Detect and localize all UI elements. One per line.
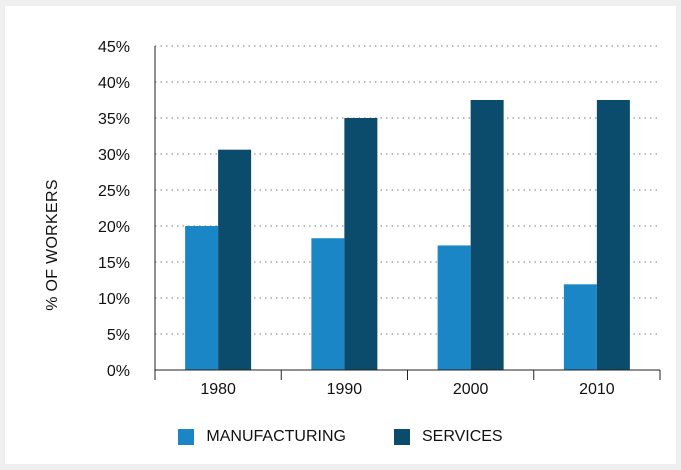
x-axis: 1980 1990 2000 2010 — [154, 369, 661, 398]
y-axis-ticks: 0% 5% 10% 15% 20% 25% 30% 35% 40% 45% — [98, 39, 130, 380]
bar-services-2010 — [596, 100, 630, 370]
chart-frame — [5, 6, 676, 464]
legend-label-manufacturing: MANUFACTURING — [206, 428, 346, 445]
bar-manufacturing-2000 — [437, 245, 471, 370]
y-tick-label: 30% — [98, 147, 130, 164]
y-tick-label: 25% — [98, 183, 130, 200]
bar-manufacturing-1990 — [311, 238, 345, 370]
x-tick-label: 2000 — [453, 381, 489, 398]
y-tick-label: 5% — [107, 327, 130, 344]
legend-label-services: SERVICES — [421, 428, 503, 445]
y-tick-label: 10% — [98, 291, 130, 308]
bar-manufacturing-2010 — [563, 284, 597, 370]
y-tick-label: 0% — [107, 363, 130, 380]
bar-services-1990 — [344, 118, 378, 370]
legend-swatch-services — [393, 429, 410, 445]
legend-item-manufacturing: MANUFACTURING — [178, 428, 346, 446]
bar-services-2000 — [470, 100, 504, 370]
legend: MANUFACTURING SERVICES — [0, 428, 681, 446]
grid-lines — [154, 45, 660, 380]
legend-item-services: SERVICES — [393, 428, 503, 446]
bar-manufacturing-1980 — [185, 226, 219, 370]
y-tick-label: 15% — [98, 255, 130, 272]
y-axis-label: % OF WORKERS — [44, 179, 61, 311]
x-tick-label: 1980 — [200, 381, 236, 398]
y-tick-label: 20% — [98, 219, 130, 236]
y-tick-label: 35% — [98, 111, 130, 128]
bars — [185, 100, 630, 370]
x-tick-label: 1990 — [327, 381, 363, 398]
bar-services-1980 — [218, 149, 252, 370]
legend-swatch-manufacturing — [178, 429, 195, 445]
y-tick-label: 40% — [98, 75, 130, 92]
y-tick-label: 45% — [98, 39, 130, 56]
x-tick-label: 2010 — [579, 381, 615, 398]
